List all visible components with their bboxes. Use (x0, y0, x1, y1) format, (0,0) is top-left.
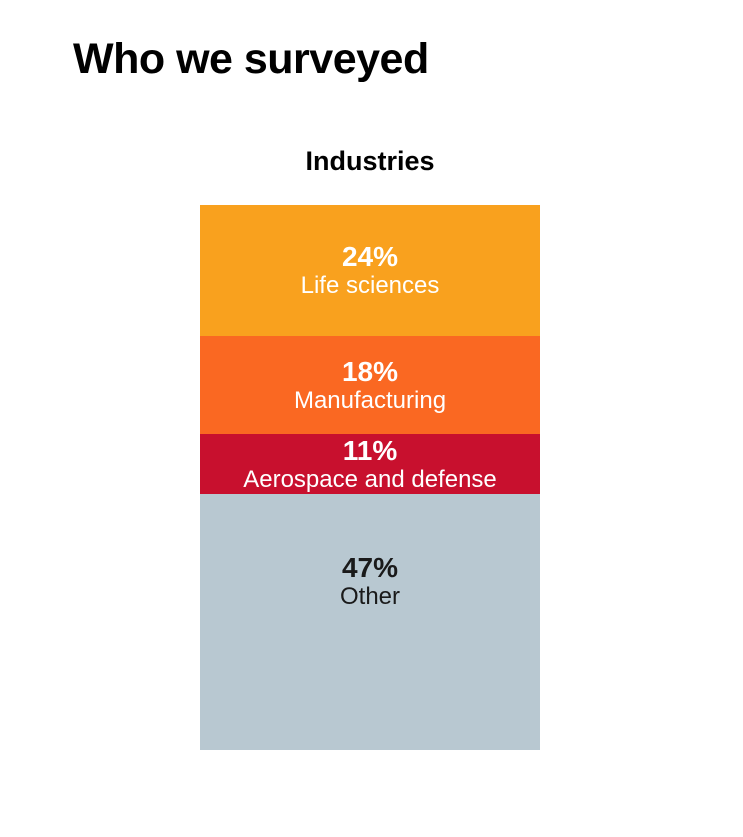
bar-segment-aerospace-and-defense: 11% Aerospace and defense (200, 433, 540, 494)
bar-segment-life-sciences: 24% Life sciences (200, 205, 540, 336)
segment-value: 24% (341, 241, 399, 273)
segment-label: Aerospace and defense (243, 465, 497, 493)
segment-value: 18% (341, 355, 399, 387)
segment-value: 47% (341, 551, 399, 583)
bar-segment-other: 47% Other (200, 493, 540, 750)
bar-segment-manufacturing: 18% Manufacturing (200, 335, 540, 434)
stacked-bar: 24% Life sciences 18% Manufacturing 11% Aeros… (200, 205, 540, 750)
segment-label: Other (339, 582, 401, 610)
segment-label: Manufacturing (293, 386, 447, 414)
chart-title: Industries (305, 146, 435, 176)
industries-chart: Industries 24% Life sciences 18% Manufactur… (200, 146, 540, 750)
segment-value: 11% (342, 434, 398, 466)
page-title: Who we surveyed (73, 35, 429, 83)
segment-label: Life sciences (300, 272, 440, 300)
